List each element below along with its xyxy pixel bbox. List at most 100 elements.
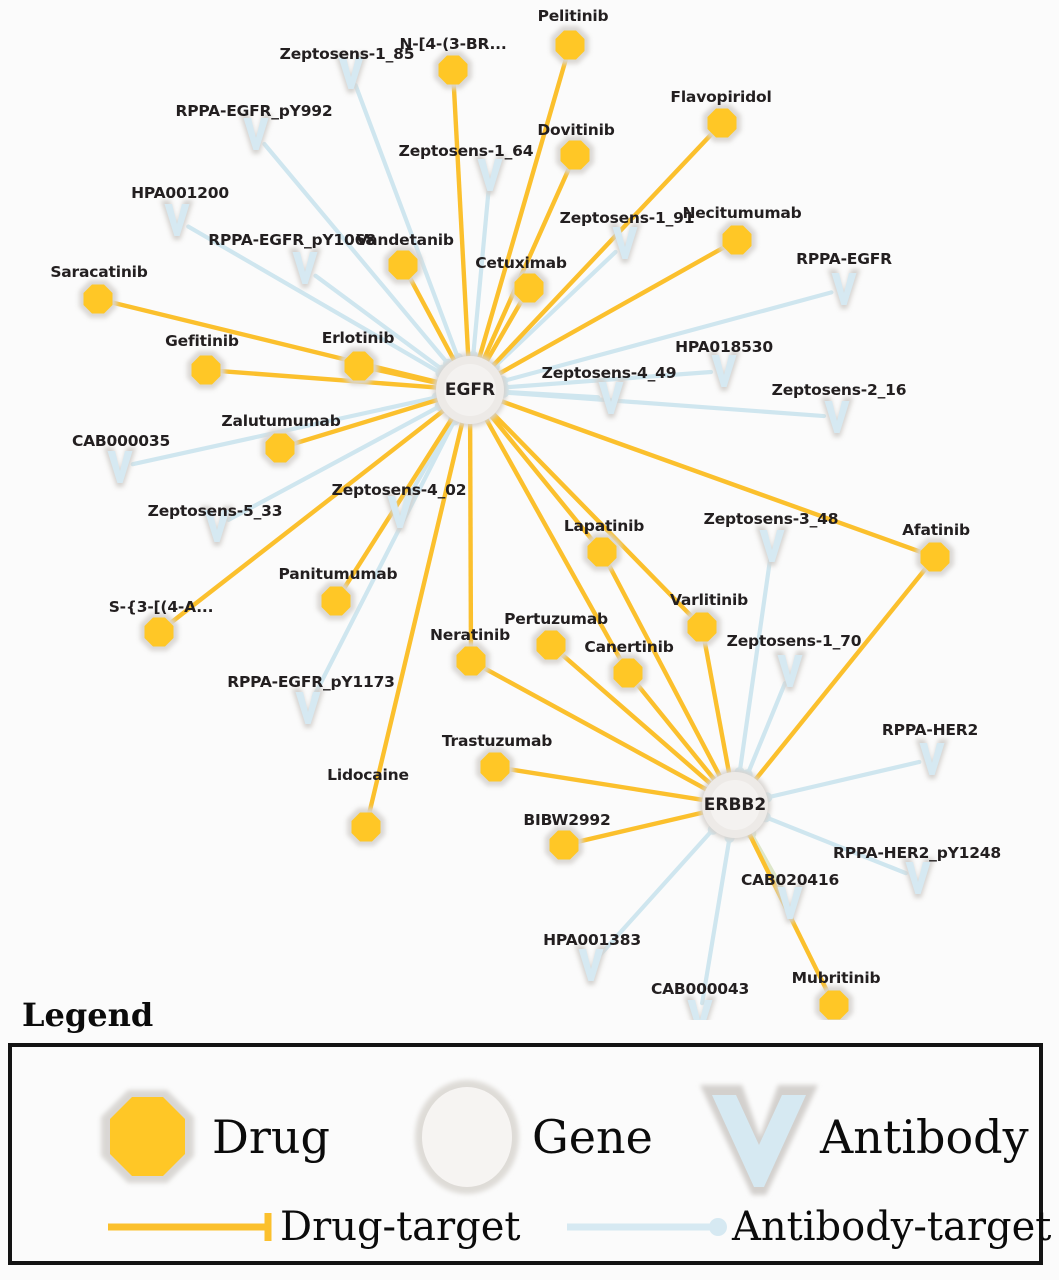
drug-node[interactable] [347, 808, 385, 846]
antibody-node[interactable] [383, 492, 417, 532]
antibody-icon [777, 887, 803, 919]
antibody-node[interactable] [200, 506, 234, 546]
drug-node[interactable] [583, 533, 621, 571]
antibody-node[interactable] [608, 223, 642, 263]
drug-target-edge [495, 244, 726, 377]
antibody-label: HPA001383 [543, 931, 641, 949]
gene-node[interactable] [699, 769, 771, 841]
drug-label: Canertinib [584, 638, 674, 656]
antibody-node[interactable] [773, 651, 807, 691]
gene-node[interactable] [433, 353, 507, 427]
drug-node[interactable] [452, 642, 490, 680]
drug-label: Zalutumumab [221, 412, 341, 430]
network-canvas [79, 26, 954, 1020]
drug-node[interactable] [79, 280, 117, 318]
antibody-target-edge [700, 835, 732, 1006]
antibody-node[interactable] [915, 739, 949, 779]
antibody-target-edge [749, 831, 786, 894]
drug-node[interactable] [916, 538, 954, 576]
legend-box: Drug Gene Antibody Drug-target Antibody-… [8, 1043, 1051, 1265]
drug-node[interactable] [510, 269, 548, 307]
antibody-node[interactable] [239, 114, 273, 154]
drug-target-edge [367, 419, 465, 814]
antibody-node[interactable] [773, 883, 807, 923]
drug-node[interactable] [683, 608, 721, 646]
drug-target-edge [752, 566, 928, 784]
antibody-icon [711, 355, 737, 387]
antibody-node[interactable] [103, 447, 137, 487]
antibody-node[interactable] [827, 269, 861, 309]
drug-node[interactable] [140, 613, 178, 651]
drug-node[interactable] [317, 582, 355, 620]
drug-node[interactable] [609, 654, 647, 692]
antibody-icon [295, 692, 321, 724]
antibody-label: HPA018530 [675, 338, 773, 356]
drug-target-edge [490, 410, 694, 619]
antibody-icon [824, 401, 850, 433]
drug-label: N-[4-(3-BR... [399, 35, 507, 53]
antibody-node[interactable] [334, 53, 368, 93]
antibody-node[interactable] [594, 378, 628, 418]
drug-node[interactable] [545, 826, 583, 864]
drug-icon [819, 990, 849, 1020]
legend-title: Legend [22, 996, 154, 1034]
antibody-icon [292, 252, 318, 284]
antibody-icon [905, 862, 931, 894]
drug-node[interactable] [384, 246, 422, 284]
legend-label-antibody-target: Antibody-target [732, 1204, 1052, 1250]
drug-node[interactable] [551, 26, 589, 64]
antibody-icon [759, 530, 785, 562]
antibody-node[interactable] [707, 351, 741, 391]
drug-icon [438, 55, 468, 85]
legend-graphics [101, 1080, 818, 1241]
antibody-label: Zeptosens-3_48 [703, 510, 839, 528]
antibody-icon [164, 204, 190, 236]
antibody-node[interactable] [473, 155, 507, 195]
gene-label: ERBB2 [703, 795, 767, 815]
drug-icon [344, 351, 374, 381]
antibody-node[interactable] [820, 397, 854, 437]
antibody-icon [831, 273, 857, 305]
antibody-node[interactable] [160, 200, 194, 240]
drug-target-edge [606, 563, 723, 780]
drug-node[interactable] [556, 136, 594, 174]
drug-label: Saracatinib [50, 263, 148, 281]
antibody-icon [578, 949, 604, 981]
drug-target-edge [341, 414, 456, 591]
drug-label: Afatinib [902, 521, 970, 539]
antibody-label: CAB000043 [650, 980, 750, 998]
drug-node[interactable] [261, 429, 299, 467]
drug-node[interactable] [532, 626, 570, 664]
edge-layer [111, 57, 928, 1006]
legend-drug-edge [108, 1213, 272, 1241]
antibody-label: CAB000035 [71, 432, 171, 450]
drug-label: Lapatinib [563, 517, 645, 535]
drug-node[interactable] [718, 221, 756, 259]
drug-target-edge [489, 131, 714, 369]
drug-node[interactable] [187, 351, 225, 389]
drug-icon [265, 433, 295, 463]
drug-node[interactable] [703, 104, 741, 142]
antibody-node[interactable] [574, 945, 608, 985]
drug-node[interactable] [476, 748, 514, 786]
drug-target-edge [292, 396, 441, 447]
antibody-target-edge [763, 815, 909, 876]
drug-target-edge [482, 665, 710, 793]
drug-icon [388, 250, 418, 280]
drug-label: Erlotinib [321, 329, 395, 347]
drug-target-edge [577, 809, 707, 844]
antibody-label: RPPA-EGFR_pY1173 [227, 673, 395, 691]
antibody-node[interactable] [291, 688, 325, 728]
drug-label: Flavopiridol [670, 88, 772, 106]
drug-node[interactable] [815, 986, 853, 1020]
drug-node[interactable] [434, 51, 472, 89]
antibody-node[interactable] [683, 996, 717, 1020]
gene-label: EGFR [444, 380, 496, 400]
antibody-node[interactable] [901, 858, 935, 898]
antibody-node[interactable] [755, 526, 789, 566]
antibody-target-edge [501, 369, 714, 390]
antibody-node[interactable] [288, 248, 322, 288]
antibody-label: Zeptosens-4_02 [331, 481, 467, 499]
antibody-label: CAB020416 [740, 871, 840, 889]
drug-node[interactable] [340, 347, 378, 385]
